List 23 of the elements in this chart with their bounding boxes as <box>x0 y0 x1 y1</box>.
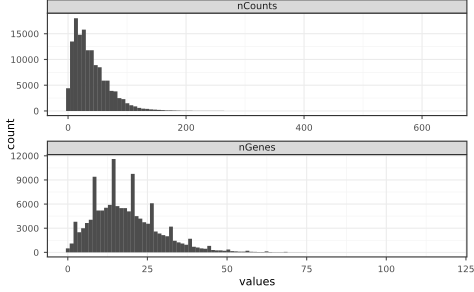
x-tick-label: 400 <box>296 124 312 131</box>
x-tick-label: 600 <box>414 124 430 131</box>
y-tick-label: 12000 <box>11 152 38 160</box>
chart-title: nCounts <box>238 2 277 10</box>
y-tick-label: 5000 <box>16 82 38 89</box>
chart-title: nGenes <box>240 143 276 151</box>
y-tick-label: 3000 <box>16 224 38 232</box>
x-axis-title: values <box>239 276 275 286</box>
x-tick-label: 50 <box>222 265 232 272</box>
x-tick-label: 125 <box>458 265 474 272</box>
y-tick-label: 10000 <box>11 56 38 64</box>
x-tick-label: 75 <box>302 266 312 272</box>
y-tick-label: 15000 <box>11 30 38 38</box>
y-axis-title: count <box>6 118 14 150</box>
x-tick-label: 100 <box>378 265 394 272</box>
x-tick-label: 0 <box>66 265 70 272</box>
y-tick-label: 0 <box>34 108 38 115</box>
x-tick-label: 0 <box>66 124 70 131</box>
x-tick-label: 25 <box>142 265 152 272</box>
x-tick-label: 200 <box>178 124 194 131</box>
y-tick-label: 9000 <box>16 176 38 184</box>
y-tick-label: 0 <box>34 249 38 256</box>
y-tick-label: 6000 <box>16 200 38 208</box>
